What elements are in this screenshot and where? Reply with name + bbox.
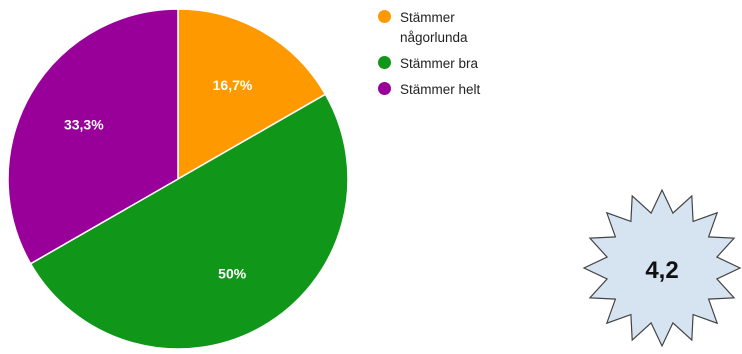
pie-slice-stammer-nagorlunda[interactable] [177, 8, 327, 181]
legend-swatch [378, 82, 391, 95]
legend-item-stammer-bra[interactable]: Stämmer bra [378, 54, 578, 74]
legend-swatch [378, 56, 391, 69]
pie-chart: 16,7% 50% 33,3% [7, 8, 349, 350]
legend-item-stammer-nagorlunda[interactable]: Stämmer någorlunda [378, 8, 578, 48]
pie-slice-stammer-bra[interactable] [29, 93, 349, 350]
pie-slice-stammer-helt[interactable] [7, 8, 179, 265]
score-badge: 4,2 [582, 188, 742, 348]
legend-label: Stämmer helt [400, 82, 481, 97]
pie-data-label: 50% [218, 265, 247, 281]
star-burst-shape [582, 188, 742, 348]
legend-label: Stämmer någorlunda [400, 10, 468, 45]
legend-item-stammer-helt[interactable]: Stämmer helt [378, 80, 578, 100]
pie-data-label: 33,3% [64, 117, 104, 133]
legend-swatch [378, 10, 391, 23]
pie-data-label: 16,7% [213, 77, 253, 93]
legend-label: Stämmer bra [400, 56, 479, 71]
score-value: 4,2 [645, 257, 678, 284]
legend: Stämmer någorlunda Stämmer bra Stämmer h… [378, 8, 578, 106]
